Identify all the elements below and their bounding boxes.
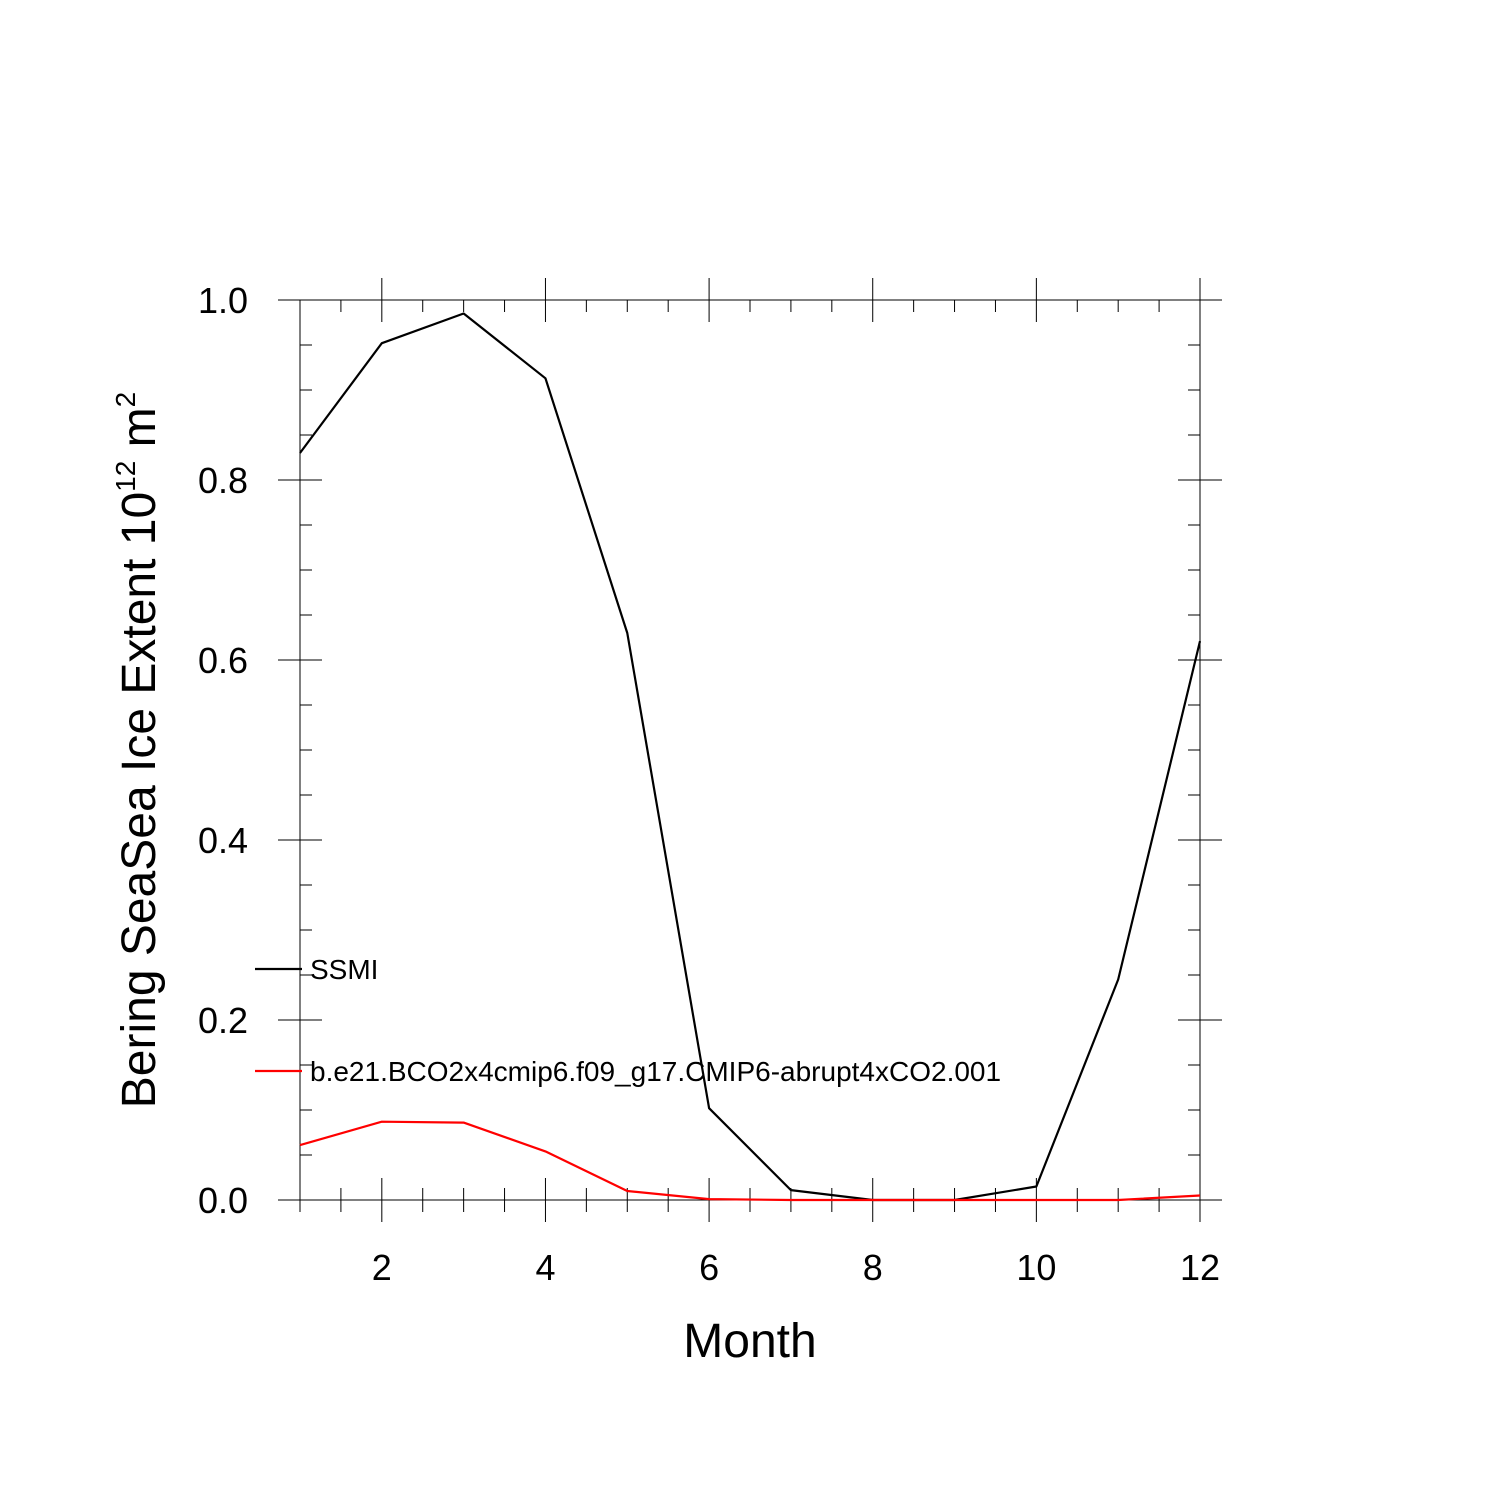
y-tick-label: 0.2	[198, 1000, 248, 1041]
y-axis-title-unit: m	[113, 407, 166, 460]
x-tick-label: 10	[1016, 1247, 1056, 1288]
x-tick-label: 2	[372, 1247, 392, 1288]
data-series	[299, 312, 1202, 1202]
x-tick-label: 8	[863, 1247, 883, 1288]
axis-ticks	[278, 278, 1222, 1222]
y-axis-title-unit-exponent: 2	[110, 392, 141, 408]
legend-label: b.e21.BCO2x4cmip6.f09_g17.CMIP6-abrupt4x…	[310, 1056, 1001, 1087]
x-axis-title: Month	[683, 1315, 816, 1368]
x-tick-label: 4	[535, 1247, 555, 1288]
y-axis-title: Bering SeaSea Ice Extent 1012 m2	[110, 392, 166, 1108]
y-tick-label: 1.0	[198, 280, 248, 321]
y-tick-label: 0.4	[198, 820, 248, 861]
y-tick-label: 0.0	[198, 1180, 248, 1221]
series-line-ssmi	[299, 312, 1202, 1202]
y-axis-title-exponent: 12	[110, 461, 141, 492]
x-tick-label: 6	[699, 1247, 719, 1288]
legend: SSMI b.e21.BCO2x4cmip6.f09_g17.CMIP6-abru…	[255, 954, 1001, 1087]
series-line-model	[299, 1120, 1201, 1202]
y-tick-label: 0.6	[198, 640, 248, 681]
y-axis-title-main: Bering SeaSea Ice Extent 10	[113, 492, 166, 1108]
axis-tick-labels: 0.0 0.2 0.4 0.6 0.8 1.0 2 4 6 8 10 12	[198, 280, 1220, 1288]
legend-label: SSMI	[310, 954, 378, 985]
x-tick-label: 12	[1180, 1247, 1220, 1288]
y-tick-label: 0.8	[198, 460, 248, 501]
